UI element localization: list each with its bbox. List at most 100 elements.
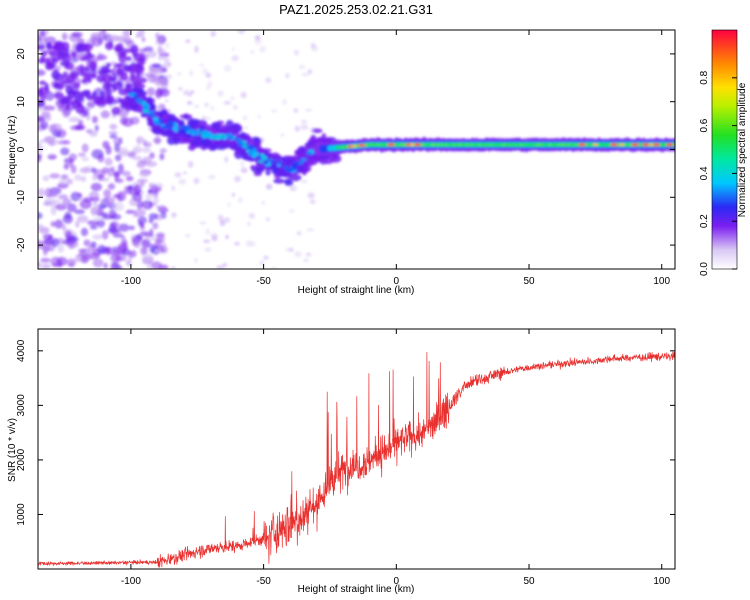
spectrogram-cell <box>112 81 124 91</box>
spectrogram-cell <box>117 150 130 157</box>
spectrogram-cell <box>125 209 136 214</box>
spectrogram-cell <box>89 35 99 42</box>
spectrogram-cell <box>137 178 148 183</box>
spectrogram-cell <box>38 223 44 231</box>
spectrogram-cell <box>186 100 193 105</box>
spectrogram-cell <box>70 51 77 59</box>
spectrogram-cell <box>58 47 70 57</box>
spectrogram-cell <box>189 69 193 77</box>
spectrogram-cell <box>247 145 255 150</box>
spectrogram-cell <box>81 255 93 261</box>
spectrogram-cell <box>92 91 97 98</box>
spectrogram-cell <box>135 77 148 84</box>
spectrogram-cell <box>217 90 224 97</box>
spectrogram-cell <box>254 38 262 45</box>
spectrogram-cell <box>173 135 179 145</box>
spectrogram-cell <box>153 198 160 204</box>
spectrogram-cell <box>44 187 53 198</box>
spectrogram-cell <box>285 73 290 79</box>
spectrogram-cell <box>125 259 132 267</box>
spectrogram-cell <box>205 72 212 79</box>
spectrogram-cell <box>300 124 309 130</box>
spectrogram-cell <box>77 38 85 45</box>
spectrogram-cell <box>62 198 72 206</box>
spectrogram-cell <box>38 144 44 154</box>
snr-y-ticks: 1000 2000 3000 4000 <box>16 339 675 526</box>
spectrogram-cell <box>113 193 122 199</box>
spectrogram-y-tick-label: 10 <box>16 96 27 108</box>
spectrogram-cell <box>266 217 270 222</box>
spectrogram-cell <box>113 46 122 51</box>
spectrogram-cell <box>143 232 152 238</box>
spectrogram-cell <box>154 105 162 112</box>
spectrogram-cell <box>284 180 294 187</box>
spectrogram-cell <box>183 138 193 144</box>
spectrogram-cell <box>199 63 205 67</box>
spectrogram-cell <box>145 161 158 167</box>
spectrogram-y-tick-label: -20 <box>16 237 27 252</box>
spectrogram-cell <box>114 172 120 182</box>
spectrogram-cell <box>124 185 130 195</box>
spectrogram-cell <box>77 192 83 198</box>
spectrogram-cell <box>149 69 158 76</box>
spectrogram-cell <box>65 230 72 240</box>
spectrogram-cell <box>130 44 139 55</box>
spectrogram-cell <box>80 56 91 61</box>
spectrogram-x-tick-label: 50 <box>523 276 535 287</box>
spectrogram-cell <box>146 87 156 96</box>
spectrogram-cell <box>188 144 196 151</box>
spectrogram-cell <box>155 38 166 46</box>
spectrogram-cell <box>68 153 77 161</box>
spectrogram-cell <box>149 243 155 254</box>
spectrogram-cell <box>118 223 130 232</box>
spectrogram-cell <box>171 266 176 269</box>
spectrogram-cell <box>271 266 277 269</box>
spectrogram-cell <box>150 110 155 114</box>
spectrogram-cell <box>178 87 183 91</box>
spectrogram-cell <box>225 234 229 240</box>
spectrogram-x-tick-label: -50 <box>256 276 271 287</box>
spectrogram-cell <box>387 143 395 147</box>
spectrogram-cell <box>67 100 79 106</box>
spectrogram-cell <box>41 263 51 269</box>
spectrogram-cell <box>265 169 271 176</box>
spectrogram-cell <box>154 135 161 145</box>
spectrogram-cell <box>61 223 66 231</box>
spectrogram-cell <box>125 175 134 182</box>
spectrogram-cell <box>294 125 300 132</box>
spectrogram-cell <box>38 262 42 268</box>
spectrogram-cell <box>49 173 61 179</box>
spectrogram-ylabel: Frequency (Hz) <box>7 116 18 185</box>
spectrogram-cell <box>50 206 57 216</box>
snr-y-tick-label: 3000 <box>16 394 27 417</box>
spectrogram-cell <box>204 247 212 252</box>
spectrogram-cell <box>113 63 122 68</box>
spectrogram-cell <box>257 160 264 163</box>
spectrogram-cell <box>109 250 122 256</box>
spectrogram-cell <box>60 60 70 67</box>
spectrogram-cell <box>91 115 98 124</box>
spectrogram-cell <box>194 104 200 109</box>
spectrogram-cell <box>79 199 92 210</box>
spectrogram-cell <box>206 86 210 90</box>
spectrogram-cell <box>159 148 167 154</box>
spectrogram-cell <box>223 65 232 72</box>
spectrogram-cell <box>190 90 195 94</box>
spectrogram-cell <box>83 239 91 247</box>
spectrogram-cell <box>240 167 248 174</box>
spectrogram-cell <box>137 216 147 225</box>
spectrogram-cell <box>74 124 86 131</box>
chart-title: PAZ1.2025.253.02.21.G31 <box>279 2 433 17</box>
spectrogram-cell <box>217 214 224 221</box>
spectrogram-cell <box>58 83 64 90</box>
spectrogram-cell <box>90 207 96 214</box>
spectrogram-cell <box>187 160 194 168</box>
spectrogram-cell <box>58 194 69 200</box>
spectrogram-cell <box>208 174 216 180</box>
snr-x-ticks: -100 -50 0 50 100 <box>121 329 671 587</box>
snr-x-tick-label: 50 <box>523 576 535 587</box>
spectrogram-cell <box>91 149 104 159</box>
spectrogram-cell <box>156 205 167 210</box>
spectrogram-cell <box>216 265 224 269</box>
